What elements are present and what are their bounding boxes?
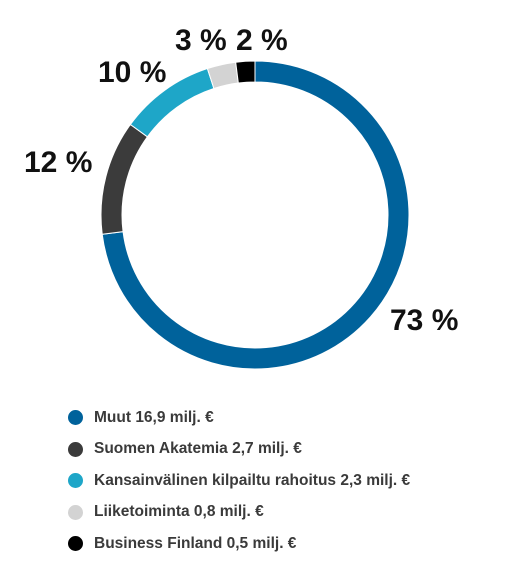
donut-slices: [100, 60, 410, 370]
value-label-kansainvalinen: 10 %: [98, 56, 166, 89]
legend-label-liiketoiminta: Liiketoiminta 0,8 milj. €: [94, 503, 264, 521]
donut-slice-suomen-akatemia: [100, 123, 149, 235]
legend-swatch-muut: [68, 410, 83, 426]
value-label-business-finland: 2 %: [236, 24, 288, 57]
donut-slice-business-finland: [235, 60, 256, 84]
legend-item-muut: Muut 16,9 milj. €: [68, 402, 410, 434]
legend-item-suomen-akatemia: Suomen Akatemia 2,7 milj. €: [68, 434, 410, 466]
legend-item-business-finland: Business Finland 0,5 milj. €: [68, 528, 410, 560]
donut-chart: 73 % 12 % 10 % 3 % 2 %: [24, 24, 458, 370]
donut-slice-muut: [101, 60, 410, 370]
legend-swatch-liiketoiminta: [68, 504, 83, 520]
legend-swatch-kansainvalinen: [68, 473, 83, 489]
value-label-suomen-akatemia: 12 %: [24, 146, 92, 179]
legend-swatch-suomen-akatemia: [68, 441, 83, 457]
value-label-muut: 73 %: [390, 304, 458, 337]
legend-item-kansainvalinen: Kansainvälinen kilpailtu rahoitus 2,3 mi…: [68, 465, 410, 497]
legend-swatch-business-finland: [68, 536, 83, 552]
chart-legend: Muut 16,9 milj. € Suomen Akatemia 2,7 mi…: [68, 402, 410, 560]
slice-value-labels: 73 % 12 % 10 % 3 % 2 %: [24, 24, 458, 337]
legend-label-muut: Muut 16,9 milj. €: [94, 408, 214, 426]
legend-label-kansainvalinen: Kansainvälinen kilpailtu rahoitus 2,3 mi…: [94, 471, 411, 489]
legend-label-suomen-akatemia: Suomen Akatemia 2,7 milj. €: [94, 440, 302, 458]
legend-label-business-finland: Business Finland 0,5 milj. €: [94, 534, 297, 552]
value-label-liiketoiminta: 3 %: [175, 24, 227, 57]
legend-item-liiketoiminta: Liiketoiminta 0,8 milj. €: [68, 497, 410, 529]
